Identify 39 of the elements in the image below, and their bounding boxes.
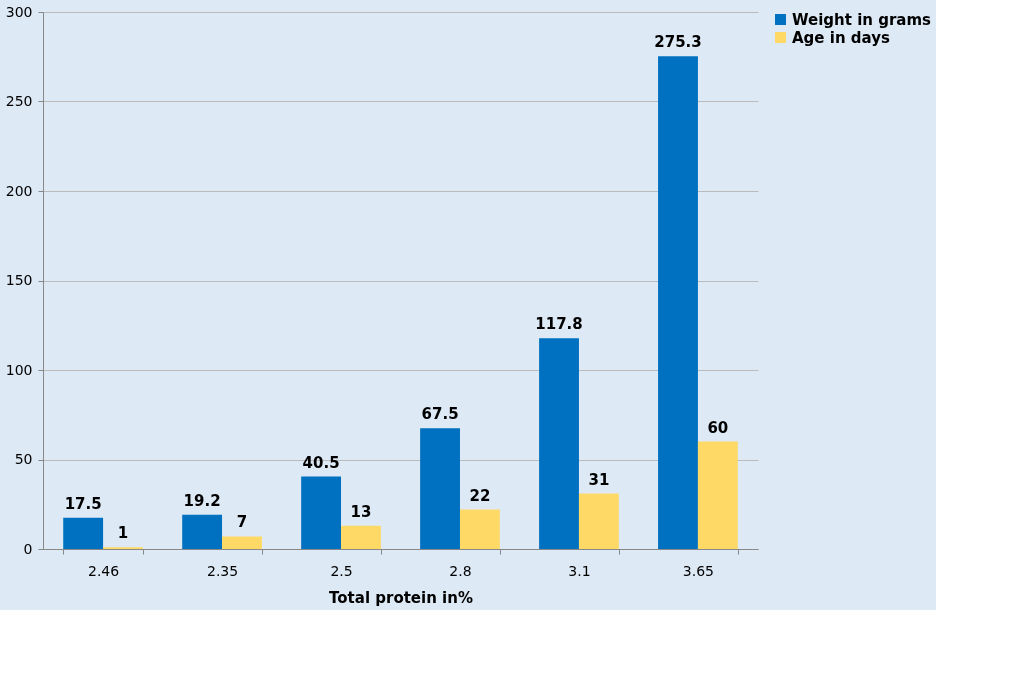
bar [658,56,698,549]
bar [301,476,342,549]
x-tick-label: 2.5 [330,562,353,579]
y-tick-label: 150 [5,272,33,288]
legend-label: Weight in grams [792,10,932,29]
bar [222,536,262,549]
data-label: 17.5 [64,494,102,513]
bar [578,493,619,549]
bar [63,517,104,549]
x-axis-title: Total protein in% [329,588,473,607]
bar [341,525,381,549]
bar [459,509,500,549]
data-label: 13 [350,502,372,521]
data-label: 19.2 [183,491,221,510]
x-tick-label: 2.46 [87,562,120,579]
data-label: 1 [117,524,129,543]
data-label: 275.3 [654,33,702,52]
bar [539,338,579,549]
bar [420,428,460,549]
y-tick-label: 0 [23,540,33,557]
y-tick-label: 100 [5,361,33,378]
data-label: 117.8 [535,315,583,334]
x-tick-label: 3.1 [568,562,591,579]
y-tick-label: 200 [5,182,33,199]
data-label: 60 [707,418,729,437]
data-label: 22 [469,486,491,505]
data-label: 40.5 [302,453,340,472]
data-label: 7 [236,513,248,532]
y-tick-label: 50 [14,451,33,467]
y-tick-label: 250 [5,93,33,109]
x-tick-label: 2.35 [206,562,239,579]
y-tick-label: 300 [5,3,33,20]
data-label: 31 [588,470,610,489]
x-tick-label: 2.8 [449,562,472,579]
x-tick-label: 3.65 [682,562,715,579]
bar [697,441,738,549]
legend-label: Age in days [792,28,890,47]
data-label: 67.5 [421,405,459,424]
bar [182,514,223,549]
